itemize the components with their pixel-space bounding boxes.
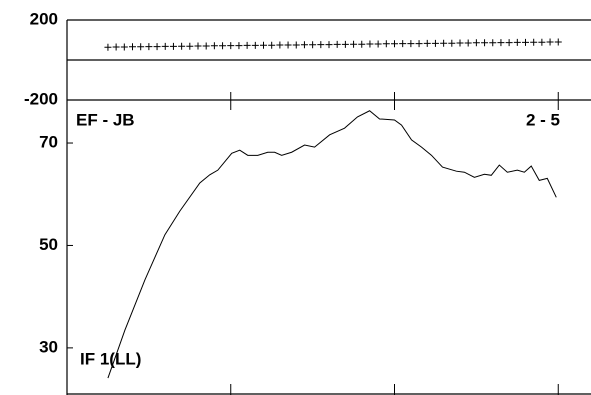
plus-marker <box>358 40 366 48</box>
plus-marker <box>145 43 153 51</box>
plus-marker <box>505 39 513 47</box>
plus-marker <box>554 38 562 46</box>
annotation: 2 - 5 <box>526 110 560 129</box>
plus-marker <box>219 42 227 50</box>
plus-marker <box>161 42 169 50</box>
y-tick-label: 70 <box>39 133 58 152</box>
plus-marker <box>137 43 145 51</box>
plus-marker <box>431 39 439 47</box>
plus-marker <box>325 41 333 49</box>
y-tick-label: 30 <box>39 337 58 356</box>
plus-marker <box>186 42 194 50</box>
plus-marker <box>309 41 317 49</box>
plus-marker <box>440 39 448 47</box>
plus-marker <box>497 39 505 47</box>
plus-marker <box>399 40 407 48</box>
plus-marker <box>210 42 218 50</box>
data-line <box>107 110 557 379</box>
plus-marker <box>276 41 284 49</box>
plus-marker <box>456 39 464 47</box>
annotation: EF - JB <box>76 110 135 129</box>
plus-marker <box>407 40 415 48</box>
plus-marker <box>129 43 136 51</box>
plus-marker <box>481 39 489 47</box>
plus-marker <box>300 41 308 49</box>
plus-marker <box>169 42 177 50</box>
plus-marker <box>251 41 259 49</box>
plus-marker <box>423 39 431 47</box>
y-tick-label: 50 <box>39 235 58 254</box>
plus-marker <box>538 38 546 46</box>
plus-marker <box>522 38 529 46</box>
plus-marker <box>530 38 538 46</box>
plus-marker <box>202 42 210 50</box>
plus-marker <box>194 42 202 50</box>
plus-marker <box>464 39 472 47</box>
plus-marker <box>489 39 497 47</box>
y-tick-label: 200 <box>30 9 58 28</box>
plus-marker <box>268 41 276 49</box>
plus-marker <box>153 43 161 51</box>
plus-marker <box>546 38 554 46</box>
plus-marker <box>350 40 358 48</box>
plus-marker <box>227 42 235 50</box>
plus-marker <box>104 43 112 51</box>
plus-marker <box>120 43 128 51</box>
plus-marker <box>448 39 456 47</box>
plus-marker <box>284 41 292 49</box>
plus-marker <box>112 43 120 51</box>
plus-marker <box>382 40 390 48</box>
y-tick-label: -200 <box>24 89 58 108</box>
plus-marker <box>317 41 325 49</box>
plus-marker <box>333 40 341 48</box>
plus-marker <box>415 40 423 48</box>
plus-marker <box>513 38 521 46</box>
annotation: IF 1(LL) <box>80 349 141 368</box>
plus-marker <box>472 39 480 47</box>
plus-marker <box>292 41 300 49</box>
plus-marker <box>341 40 349 48</box>
plus-marker <box>391 40 398 48</box>
plus-marker <box>374 40 382 48</box>
plus-marker <box>178 42 186 50</box>
plus-marker <box>366 40 374 48</box>
plus-marker <box>243 41 251 49</box>
plus-marker <box>235 42 243 50</box>
plus-marker <box>260 41 267 49</box>
